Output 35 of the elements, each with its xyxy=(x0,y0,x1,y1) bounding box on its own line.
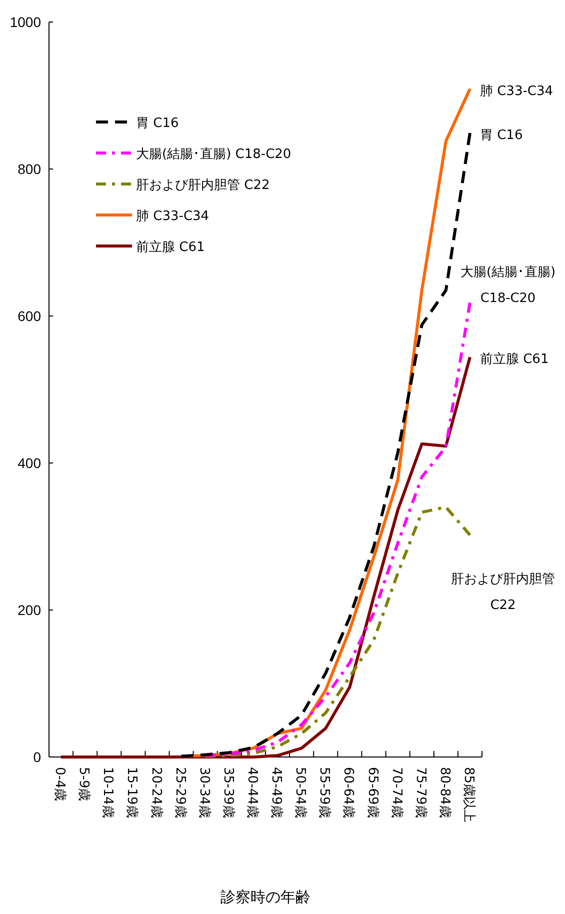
x-axis-title: 診察時の年齢 xyxy=(220,888,310,906)
annotation: 胃 C16 xyxy=(480,128,523,143)
annotation: 肝および肝内胆管 C22 xyxy=(451,572,555,613)
x-tick-label: 35-39歳 xyxy=(220,767,236,818)
x-tick-label: 5-9歳 xyxy=(76,767,92,802)
legend-label: 胃 C16 xyxy=(136,116,179,131)
y-tick-label: 200 xyxy=(18,602,42,618)
x-tick-label: 25-29歳 xyxy=(172,767,188,818)
x-tick-label: 10-14歳 xyxy=(100,767,116,818)
y-tick-label: 0 xyxy=(33,749,42,765)
x-tick-label: 75-79歳 xyxy=(412,767,428,818)
x-tick-label: 70-74歳 xyxy=(388,767,404,818)
x-tick-label: 65-69歳 xyxy=(364,767,380,818)
legend-label: 肺 C33-C34 xyxy=(136,209,210,224)
y-tick-label: 1000 xyxy=(10,14,42,30)
x-tick-label: 30-34歳 xyxy=(196,767,212,818)
y-tick-label: 800 xyxy=(18,161,42,177)
y-tick-label: 600 xyxy=(18,308,42,324)
x-tick-label: 60-64歳 xyxy=(340,767,356,818)
x-tick-label: 40-44歳 xyxy=(244,767,260,818)
legend-label: 肝および肝内胆管 C22 xyxy=(136,178,270,193)
annotation: 前立腺 C61 xyxy=(480,351,549,368)
x-tick-label: 15-19歳 xyxy=(124,767,140,818)
legend-label: 大腸(結腸･直腸) C18-C20 xyxy=(136,147,292,162)
annotation: 肺 C33-C34 xyxy=(480,84,554,99)
annotation: 大腸(結腸･直腸) C18-C20 xyxy=(460,264,556,306)
x-tick-label: 0-4歳 xyxy=(52,767,68,802)
x-tick-label: 85歳以上 xyxy=(460,767,476,823)
y-tick-label: 400 xyxy=(18,455,42,471)
x-tick-label: 80-84歳 xyxy=(436,767,452,818)
x-tick-label: 45-49歳 xyxy=(268,767,284,818)
x-tick-label: 20-24歳 xyxy=(148,767,164,818)
x-tick-label: 50-54歳 xyxy=(292,767,308,818)
x-tick-label: 55-59歳 xyxy=(316,767,332,818)
legend-label: 前立腺 C61 xyxy=(136,239,205,255)
